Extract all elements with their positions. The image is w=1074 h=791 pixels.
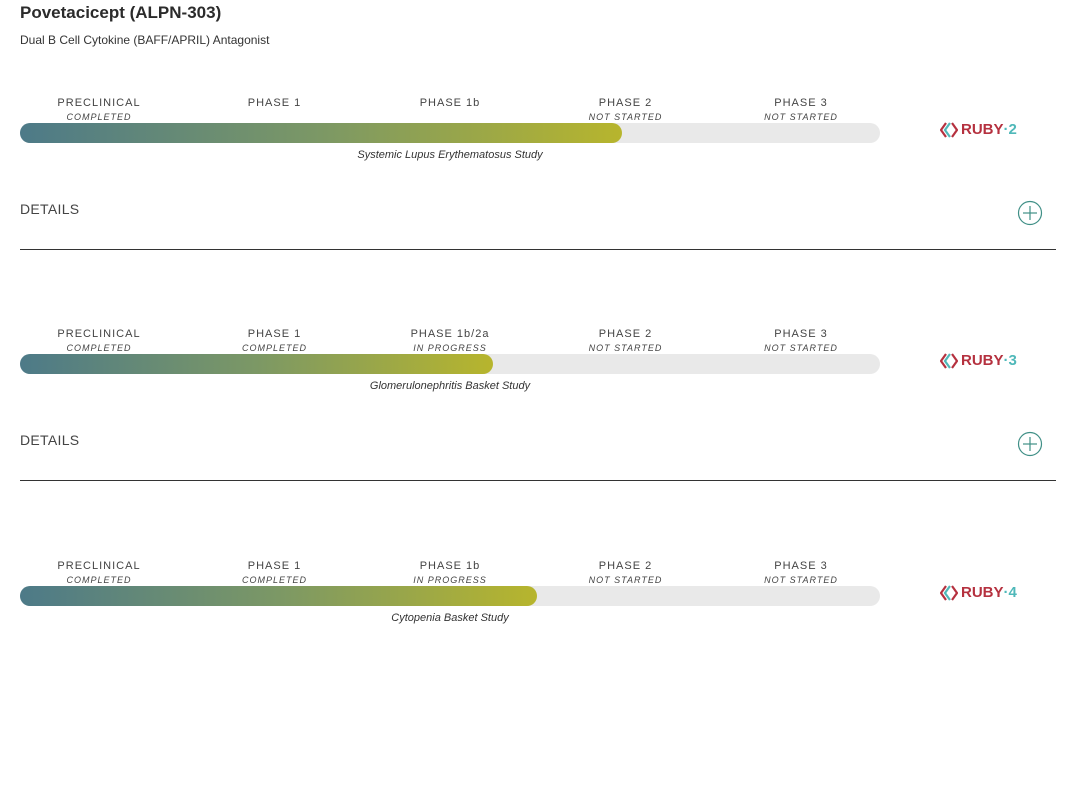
phase-name: PHASE 2 — [598, 328, 653, 340]
progress-fill — [20, 354, 493, 374]
phase-status: COMPLETED — [66, 112, 132, 122]
phase-name: PHASE 2 — [598, 560, 653, 572]
phase-status: COMPLETED — [66, 343, 132, 353]
program: PRECLINICAL COMPLETED PHASE 1 COMPLETED PHAS… — [0, 328, 1074, 559]
phase-name: PRECLINICAL — [57, 560, 141, 572]
study-label: Systemic Lupus Erythematosus Study — [357, 149, 543, 161]
trial-logo: RUBY ·4 — [940, 584, 1017, 601]
title: Povetacicept (ALPN-303) — [20, 3, 222, 22]
details-label[interactable]: DETAILS — [20, 432, 80, 448]
logo-suffix: ·2 — [1003, 121, 1017, 138]
expand-button[interactable] — [1017, 431, 1043, 457]
phase-name: PHASE 1 — [247, 328, 302, 340]
phase-status: NOT STARTED — [764, 343, 838, 353]
logo-name: RUBY — [961, 352, 1004, 369]
logo-name: RUBY — [961, 584, 1004, 601]
trial-logo: RUBY ·2 — [940, 121, 1017, 138]
subtitle: Dual B Cell Cytokine (BAFF/APRIL) Antago… — [20, 33, 270, 47]
progress-fill — [20, 586, 537, 606]
logo-icon — [940, 352, 958, 369]
divider — [20, 480, 1056, 481]
expand-button[interactable] — [1017, 200, 1043, 226]
progress-fill — [20, 123, 622, 143]
phase-status: NOT STARTED — [764, 112, 838, 122]
progress-track — [20, 354, 880, 374]
phase-status: NOT STARTED — [588, 112, 663, 122]
program: PRECLINICAL COMPLETED PHASE 1 COMPLETED PHAS… — [0, 560, 1074, 791]
study-label: Cytopenia Basket Study — [391, 612, 509, 624]
logo-icon — [940, 121, 958, 138]
phase-status: IN PROGRESS — [413, 343, 487, 353]
phase-name: PHASE 1b/2a — [410, 328, 490, 340]
phase-status: COMPLETED — [241, 575, 307, 585]
phase-name: PHASE 3 — [774, 97, 828, 109]
phase-name: PHASE 2 — [598, 97, 653, 109]
progress-track — [20, 123, 880, 143]
page: {"header": {"title": "Povetacicept (ALPN… — [0, 3, 1074, 624]
logo-icon — [940, 584, 958, 601]
phase-name: PRECLINICAL — [57, 97, 141, 109]
phase-name: PHASE 3 — [774, 560, 828, 572]
study-label: Glomerulonephritis Basket Study — [369, 380, 531, 392]
trial-logo: RUBY ·3 — [940, 352, 1017, 369]
progress-track — [20, 586, 880, 606]
logo-name: RUBY — [961, 121, 1004, 138]
logo-suffix: ·3 — [1003, 352, 1017, 369]
phase-name: PHASE 1 — [247, 560, 302, 572]
phase-name: PRECLINICAL — [57, 328, 141, 340]
phase-name: PHASE 1b — [419, 97, 481, 109]
program: PRECLINICAL COMPLETED PHASE 1 PHASE 1b PHASE… — [0, 97, 1074, 328]
phase-status: NOT STARTED — [588, 575, 663, 585]
phase-status: IN PROGRESS — [413, 575, 487, 585]
phase-status: COMPLETED — [66, 575, 132, 585]
phase-name: PHASE 1b — [419, 560, 481, 572]
phase-status: NOT STARTED — [764, 575, 838, 585]
details-label[interactable]: DETAILS — [20, 201, 80, 217]
phase-status: NOT STARTED — [588, 343, 663, 353]
divider — [20, 249, 1056, 250]
phase-name: PHASE 1 — [247, 97, 302, 109]
phase-status: COMPLETED — [241, 343, 307, 353]
logo-suffix: ·4 — [1003, 584, 1017, 601]
phase-name: PHASE 3 — [774, 328, 828, 340]
